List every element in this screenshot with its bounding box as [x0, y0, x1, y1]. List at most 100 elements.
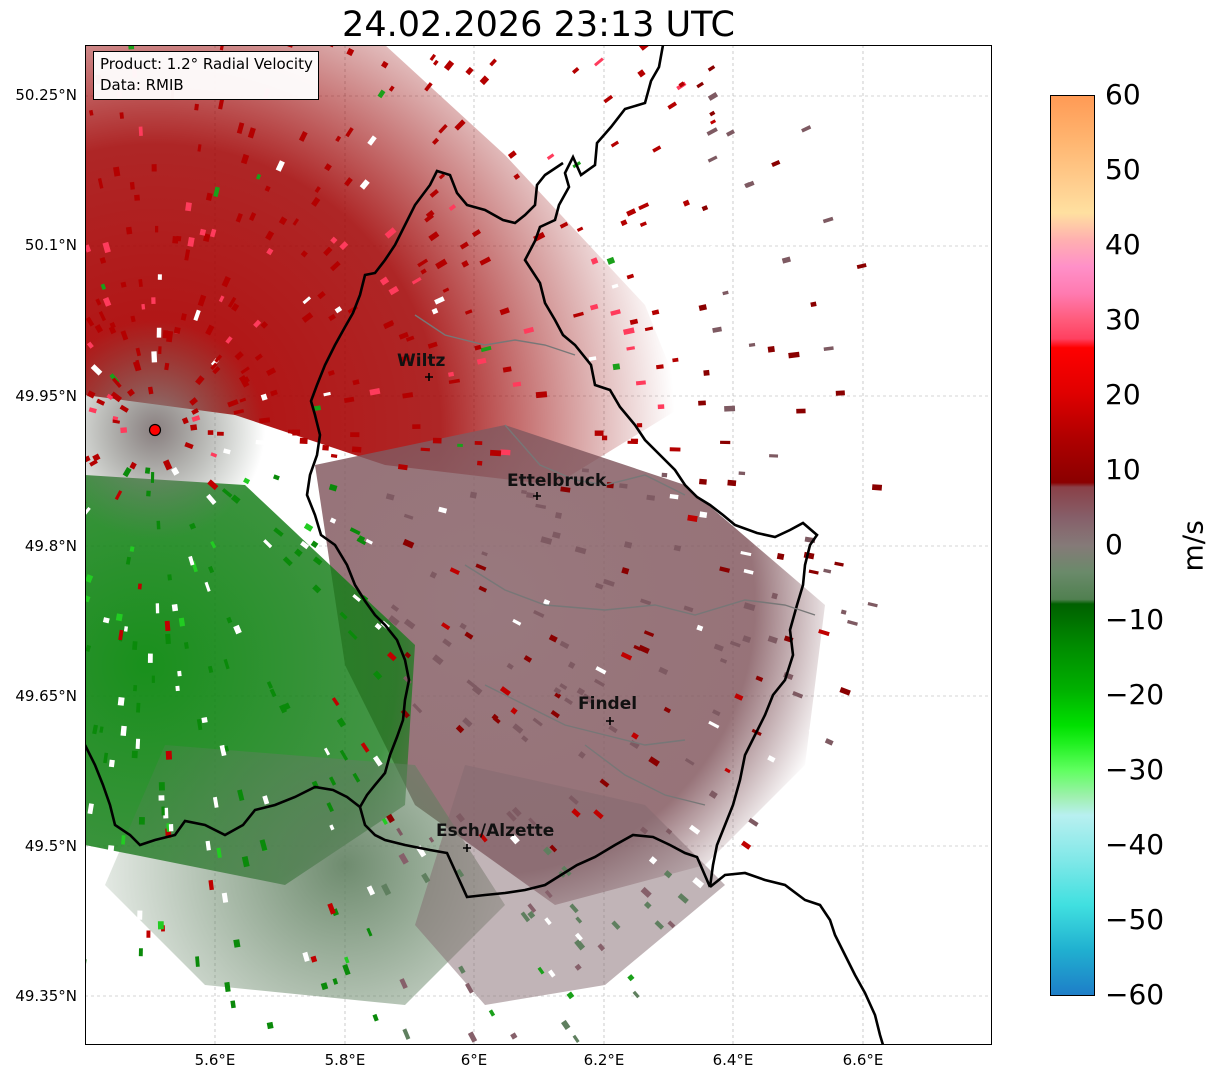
radar-bin: [298, 131, 308, 142]
radar-bin: [652, 145, 662, 153]
radar-bin: [171, 604, 179, 612]
radar-bin: [155, 225, 159, 233]
radar-bin: [479, 75, 490, 86]
radar-bin: [230, 494, 241, 504]
radar-bin: [589, 303, 599, 311]
radar-bin: [510, 707, 518, 715]
radar-bin: [682, 199, 690, 207]
radar-bin: [684, 758, 695, 766]
radar-bin: [707, 91, 719, 101]
radar-bin: [576, 687, 586, 696]
radar-bin: [769, 454, 779, 458]
radar-bin: [552, 531, 561, 539]
radar-bin: [89, 109, 94, 116]
radar-bin: [320, 982, 329, 991]
colorbar-tick-label: 50: [1105, 153, 1141, 186]
radar-bin: [465, 66, 474, 76]
radar-bin: [151, 675, 155, 683]
colorbar-tick-label: 60: [1105, 78, 1141, 111]
radar-bin: [672, 357, 679, 363]
radar-bin: [329, 517, 337, 524]
radar-bin: [612, 363, 621, 371]
radar-bin: [801, 125, 812, 133]
radar-bin: [175, 685, 180, 692]
city-markers: [425, 373, 614, 852]
radar-bin: [185, 202, 192, 212]
radar-bin: [712, 326, 722, 333]
radar-bin: [726, 129, 735, 137]
radar-bin: [88, 407, 97, 414]
radar-bin: [99, 726, 104, 733]
radar-bin: [411, 276, 422, 285]
radar-bin: [157, 274, 162, 280]
radar-bin: [233, 939, 241, 948]
radar-bin: [294, 548, 303, 557]
radar-bin: [103, 752, 109, 764]
radar-velocity-field: [85, 45, 883, 1045]
radar-bin: [381, 60, 389, 69]
radar-bin: [120, 725, 127, 737]
radar-bin: [89, 459, 98, 467]
radar-bin: [533, 610, 545, 618]
radar-bin: [661, 472, 668, 478]
radar-bin: [223, 658, 230, 670]
radar-bin: [544, 889, 553, 899]
radar-bin: [839, 686, 851, 696]
radar-bin: [330, 236, 338, 244]
colorbar-tick-label: 10: [1105, 453, 1141, 486]
radar-bin: [190, 424, 198, 431]
radar-bin: [772, 330, 783, 336]
radar-bin: [212, 796, 219, 808]
radar-bin: [323, 747, 331, 756]
radar-bin: [396, 827, 404, 836]
radar-bin: [448, 378, 461, 385]
radar-bin: [610, 140, 620, 148]
radar-bin: [132, 641, 138, 650]
radar-bin: [748, 342, 756, 347]
radar-bin: [164, 362, 170, 371]
radar-bin: [638, 202, 650, 211]
radar-bin: [559, 683, 568, 690]
radar-bin: [208, 879, 214, 891]
radar-bin: [138, 816, 145, 825]
lat-tick-label: 50.25°N: [15, 86, 77, 104]
radar-bin: [233, 624, 242, 635]
radar-bin: [317, 290, 326, 300]
radar-bin: [168, 824, 174, 832]
radar-bin: [663, 870, 673, 879]
radar-bin: [323, 391, 331, 397]
radar-bin: [559, 640, 570, 649]
radar-bin: [840, 609, 847, 615]
radar-bin: [847, 619, 858, 626]
radar-bin: [622, 327, 635, 335]
radar-bin: [626, 208, 637, 217]
radar-bin: [499, 307, 510, 316]
radar-bin: [120, 330, 129, 341]
radar-bin: [767, 635, 778, 644]
radar-bin: [464, 309, 473, 315]
map-title: 24.02.2026 23:13 UTC: [342, 5, 735, 45]
radar-bin: [339, 611, 348, 620]
radar-bin: [403, 618, 416, 630]
radar-bin: [699, 478, 707, 485]
radar-bin: [247, 127, 256, 139]
radar-bin: [656, 364, 664, 370]
radar-bin: [369, 388, 381, 396]
radar-bin: [824, 738, 834, 746]
radar-map[interactable]: [85, 45, 992, 1045]
lon-tick-label: 6°E: [460, 1051, 488, 1069]
radar-bin: [402, 1028, 411, 1040]
radar-bin: [205, 840, 211, 851]
radar-bin: [521, 735, 529, 743]
radar-bin: [273, 474, 280, 481]
radar-bin: [386, 651, 397, 662]
radar-bin: [233, 408, 245, 415]
radar-bin: [234, 351, 244, 361]
radar-bin: [441, 622, 451, 631]
radar-bin: [428, 231, 440, 242]
radar-bin: [548, 969, 556, 978]
radar-bin: [734, 693, 744, 701]
radar-bin: [399, 354, 411, 363]
radar-bin: [521, 489, 527, 495]
radar-bin: [205, 192, 213, 201]
